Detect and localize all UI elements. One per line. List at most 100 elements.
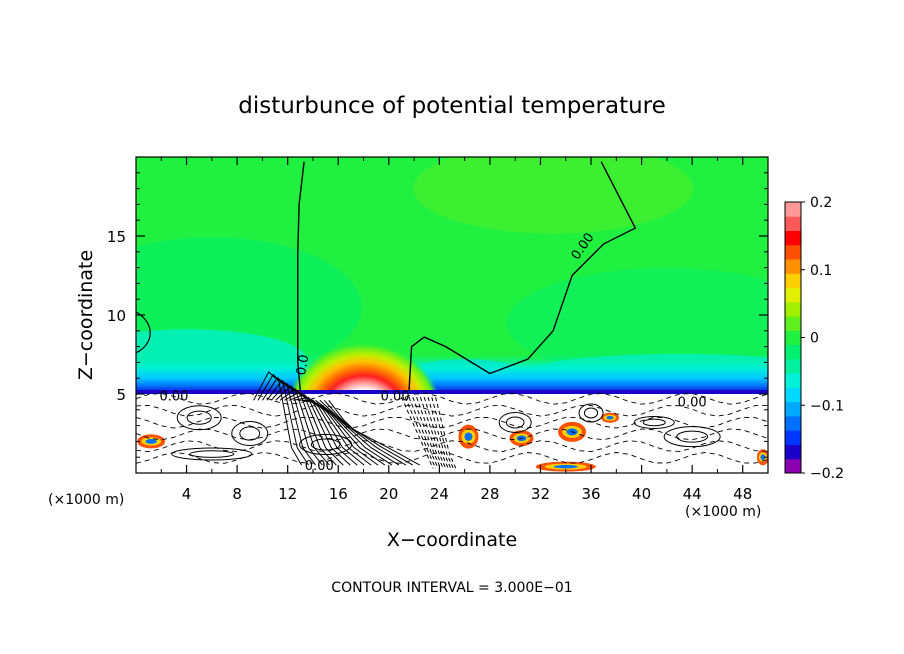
inversion-rim	[136, 390, 768, 394]
colorbar-swatch	[785, 316, 801, 331]
y-tick-label: 15	[107, 228, 126, 246]
anomaly-patch	[145, 438, 157, 444]
contour-label: 0.00	[305, 459, 334, 474]
colorbar-tick-label: −0.2	[810, 466, 844, 482]
colorbar-tick-label: 0	[810, 331, 819, 347]
x-tick-label: 16	[329, 485, 348, 503]
colorbar-swatch	[785, 344, 801, 360]
wave-contour	[293, 396, 365, 466]
colorbar-swatch	[785, 415, 801, 431]
swirl-contour	[186, 410, 212, 425]
negative-contour	[136, 428, 768, 441]
swirl-contour	[578, 403, 604, 423]
x-tick-label: 32	[531, 485, 550, 503]
contour-label: 0.00	[381, 389, 410, 404]
contour-interval-footer: CONTOUR INTERVAL = 3.000E−01	[331, 580, 572, 596]
cool-layer	[136, 354, 768, 394]
colorbar-swatch	[785, 444, 801, 460]
swirl-contour	[299, 434, 353, 456]
swirl-contour	[583, 407, 599, 419]
plot-area	[136, 157, 768, 473]
swirl-contour	[498, 411, 532, 433]
y-axis-label: Z−coordinate	[75, 250, 97, 380]
colorbar-swatch	[785, 330, 801, 346]
swirl-contour	[310, 438, 341, 451]
colorbar-swatch	[785, 387, 801, 403]
swirl-contour	[189, 450, 235, 458]
swirl-contour	[633, 415, 675, 429]
wave-contour	[328, 399, 421, 466]
field-band	[413, 157, 694, 234]
wave-contour	[288, 394, 358, 466]
colorbar-swatch	[785, 301, 801, 317]
x-unit-left: (×1000 m)	[48, 492, 124, 508]
contour-label: 0.00	[159, 389, 188, 404]
x-axis-label: X−coordinate	[387, 529, 517, 551]
wave-contour	[270, 382, 330, 466]
swirl-contour	[642, 418, 666, 427]
zero-contour	[408, 161, 637, 391]
wave-contour	[253, 371, 303, 466]
field-band	[506, 267, 768, 378]
x-tick-label: 4	[182, 485, 192, 503]
contour-label: 0.0	[294, 353, 312, 376]
wave-contour	[431, 397, 454, 469]
swirl-contour	[176, 405, 222, 431]
colorbar-swatch	[785, 458, 801, 474]
colorbar-swatch	[785, 273, 801, 289]
y-tick-label: 10	[107, 307, 126, 325]
wave-contour	[323, 399, 414, 466]
anomaly-field	[136, 157, 768, 473]
wave-contour	[404, 397, 437, 469]
x-tick-label: 36	[581, 485, 600, 503]
wave-contour	[416, 397, 444, 469]
x-unit-right: (×1000 m)	[685, 504, 761, 520]
colorbar-swatch	[785, 373, 801, 388]
wave-contour	[435, 397, 457, 469]
anomaly-patch	[760, 454, 766, 461]
colorbar-tick-label: 0.2	[810, 195, 832, 211]
colorbar-tick-label: −0.1	[810, 398, 844, 414]
wave-contour	[257, 373, 309, 466]
swirl-contour	[676, 430, 709, 443]
x-tick-label: 8	[232, 485, 242, 503]
lower-region	[136, 394, 768, 473]
wave-contour	[412, 397, 442, 469]
x-tick-label: 28	[480, 485, 499, 503]
y-tick-label: 5	[116, 386, 126, 404]
swirl-contour	[171, 447, 253, 461]
swirl-contour	[663, 426, 721, 448]
colorbar-swatch	[785, 287, 801, 303]
x-tick-label: 40	[632, 485, 651, 503]
negative-contour	[136, 404, 768, 417]
x-axis: 4 8 12 16 20 24 28 32 36 40 44 48	[160, 157, 752, 503]
chart-title: disturbunce of potential temperature	[238, 93, 666, 119]
wave-contour	[315, 399, 400, 466]
negative-contour	[136, 440, 768, 453]
x-tick-label: 20	[379, 485, 398, 503]
swirl-contour	[505, 416, 525, 429]
colorbar-swatch	[785, 216, 801, 232]
negative-contour	[136, 392, 768, 405]
wave-contour	[419, 397, 447, 469]
colorbar: 0.2 0.1 0 −0.1 −0.2	[784, 195, 844, 482]
wave-contour	[261, 376, 316, 466]
anomaly-patch	[553, 464, 578, 469]
colorbar-swatch	[785, 230, 801, 246]
anomaly-patch	[464, 432, 473, 441]
colorbar-swatch	[785, 259, 801, 274]
wave-contour	[319, 399, 407, 466]
colorbar-swatch	[785, 358, 801, 374]
colorbar-swatch	[785, 202, 801, 217]
swirl-contour	[239, 426, 261, 441]
y-axis: 5 10 15	[107, 172, 768, 458]
wave-contour	[306, 399, 386, 466]
x-tick-label: 24	[430, 485, 449, 503]
swirl-contour	[231, 421, 269, 446]
x-tick-label: 44	[683, 485, 702, 503]
wave-contour	[400, 396, 434, 469]
colorbar-tick-label: 0.1	[810, 263, 832, 279]
colorbar-swatch	[785, 244, 801, 260]
colorbar-swatch	[785, 430, 801, 445]
